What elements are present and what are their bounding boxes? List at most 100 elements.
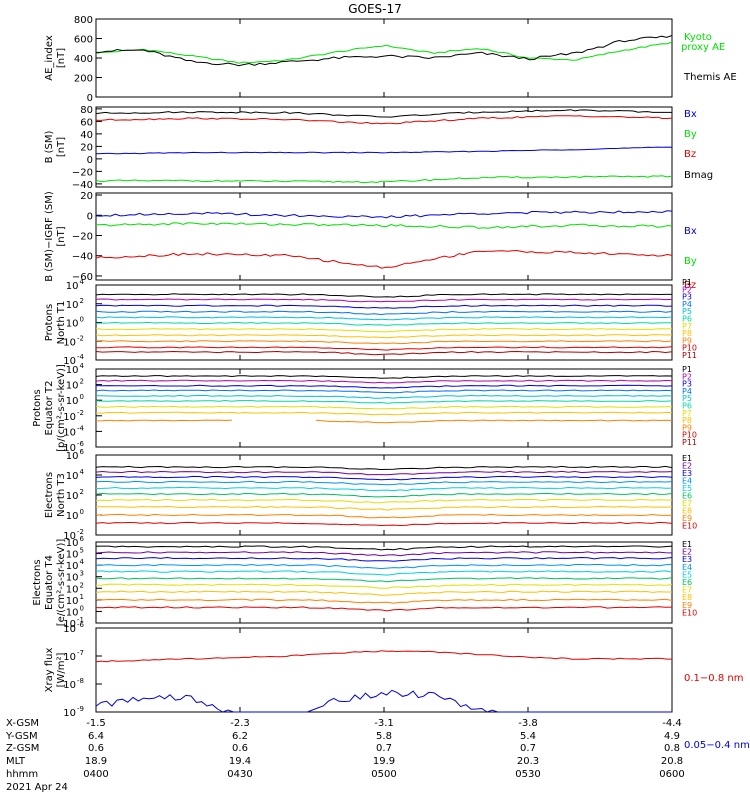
legend-b-bz: Bz	[684, 149, 696, 160]
xr-ylabel-1: [W/m²]	[56, 652, 67, 687]
legend-bigrf-bz: Bz	[684, 280, 696, 291]
legend-pe-p3: P3	[682, 380, 692, 389]
legend-en-e2: E2	[682, 462, 692, 471]
series-ee-e6	[95, 577, 673, 583]
legend-pe-p5: P5	[682, 394, 692, 403]
series-b-bmag	[95, 109, 672, 118]
legend-pn-p10: P10	[682, 344, 697, 353]
series-en-e6	[95, 492, 673, 498]
xr-ytick-exp--9: -9	[77, 705, 84, 713]
pn-ytick-label-2: 102	[66, 297, 84, 311]
footer-value-3-3: 20.3	[517, 756, 539, 767]
xr-ytick-label--6: 10-6	[63, 621, 84, 635]
footer-value-4-4: 0600	[659, 769, 684, 780]
chart-title: GOES-17	[348, 2, 402, 16]
series-bigrf-bx	[95, 210, 673, 219]
footer-value-2-1: 0.6	[232, 743, 248, 754]
footer-value-4-3: 0530	[515, 769, 540, 780]
en-ytick-label-4: 104	[66, 468, 85, 482]
legend-pe-p4: P4	[682, 387, 692, 396]
legend-en-e10: E10	[682, 522, 697, 531]
xr-panel-frame	[95, 627, 673, 713]
pn-ytick-exp-4: 4	[80, 278, 85, 286]
xr-ytick-exp--7: -7	[77, 649, 84, 657]
en-ytick-exp-2: 2	[80, 488, 84, 496]
pe-ytick-exp-0: 0	[80, 393, 84, 401]
pn-ytick-exp-2: 2	[80, 297, 84, 305]
legend-pe-p7: P7	[682, 409, 692, 418]
en-ytick-exp-0: 0	[80, 508, 84, 516]
legend-ee-e2: E2	[682, 548, 692, 557]
pn-ylabel-1: North T1	[56, 301, 67, 345]
series-b-bz	[95, 115, 673, 125]
series-kyoto-proxy-ae	[95, 41, 673, 64]
series-pn-p8	[95, 334, 673, 339]
ee-ytick-exp-1: 1	[80, 593, 84, 601]
series-bigrf-bz	[95, 249, 673, 269]
ee-ytick-exp-5: 5	[80, 547, 84, 555]
legend-en-e7: E7	[682, 499, 692, 508]
bigrf-ytick-label-1: 0	[87, 211, 93, 222]
series-pe-p7	[95, 405, 673, 410]
footer-value-0-2: -3.1	[374, 718, 394, 729]
en-ytick-label-2: 102	[66, 488, 84, 502]
series-pe-p1	[95, 375, 673, 379]
series-ee-e2	[95, 551, 673, 557]
series-en-e4	[95, 480, 673, 486]
series-pn-p2	[95, 298, 673, 303]
legend-proxy-ae: proxy AE	[681, 42, 725, 53]
b-ytick-label-4: 0	[87, 155, 93, 166]
pe-ytick-exp--6: -6	[77, 440, 85, 448]
legend-en-e5: E5	[682, 484, 692, 493]
legend-xray-short: 0.05−0.4 nm	[684, 740, 750, 751]
en-ytick-exp--2: -2	[77, 528, 84, 536]
pn-ytick-exp--4: -4	[77, 353, 85, 361]
b-ylabel-1: [nT]	[56, 137, 67, 157]
footer-row-label-2: Z-GSM	[6, 743, 39, 754]
pe-ytick-exp-2: 2	[80, 378, 84, 386]
b-ylabel-0: B (SM)	[44, 130, 55, 163]
ae-ylabel-1: [nT]	[56, 48, 67, 68]
ee-ytick-exp-6: 6	[80, 535, 85, 543]
footer-row-label-4: hhmm	[6, 769, 38, 780]
legend-pe-p6: P6	[682, 402, 692, 411]
legend-pe-p9: P9	[682, 423, 692, 432]
legend-b-by: By	[684, 129, 697, 140]
bigrf-ytick-label-0: 20	[80, 191, 93, 202]
legend-en-e4: E4	[682, 477, 692, 486]
b-ytick-label-0: 80	[80, 105, 93, 116]
footer-value-3-2: 19.9	[373, 756, 395, 767]
b-ytick-label-2: 40	[80, 130, 93, 141]
legend-b-bmag: Bmag	[684, 170, 713, 181]
ee-ylabel-1: Equator T4	[44, 555, 55, 610]
series-pn-p4	[95, 310, 673, 316]
ee-ytick-exp-3: 3	[80, 570, 84, 578]
pe-ytick-exp--2: -2	[77, 409, 84, 417]
legend-pn-p4: P4	[682, 300, 692, 309]
series-xray-short	[95, 689, 672, 713]
bigrf-ylabel-0: B (SM)−IGRF (SM)	[44, 191, 55, 282]
b-ytick-label-3: 20	[80, 142, 93, 153]
ee-ytick-exp-2: 2	[80, 581, 84, 589]
pn-ytick-label-4: 104	[66, 278, 85, 292]
pe-ytick-label-0: 100	[66, 393, 84, 407]
series-ee-e5	[95, 570, 673, 576]
footer-value-3-1: 19.4	[229, 756, 251, 767]
series-en-e3	[95, 475, 673, 481]
legend-ee-e5: E5	[682, 570, 692, 579]
series-bigrf-by	[95, 222, 673, 229]
series-pe-p3	[95, 384, 673, 389]
series-pe-p6	[95, 399, 673, 404]
footer-value-4-1: 0430	[227, 769, 252, 780]
series-pe-p9-a	[95, 419, 232, 422]
ee-ylabel-2: [e/(cm²-s-sr-keV)]	[56, 539, 67, 627]
en-ytick-label-0: 100	[66, 508, 84, 522]
legend-pe-p1: P1	[682, 365, 692, 374]
series-ee-e1	[95, 545, 673, 551]
footer-value-0-0: -1.5	[86, 718, 106, 729]
series-pn-p6	[95, 321, 673, 326]
footer-row-label-3: MLT	[6, 756, 26, 767]
ae-ytick-label-2: 400	[74, 54, 93, 65]
ae-ylabel-0: AE_index	[44, 35, 55, 81]
